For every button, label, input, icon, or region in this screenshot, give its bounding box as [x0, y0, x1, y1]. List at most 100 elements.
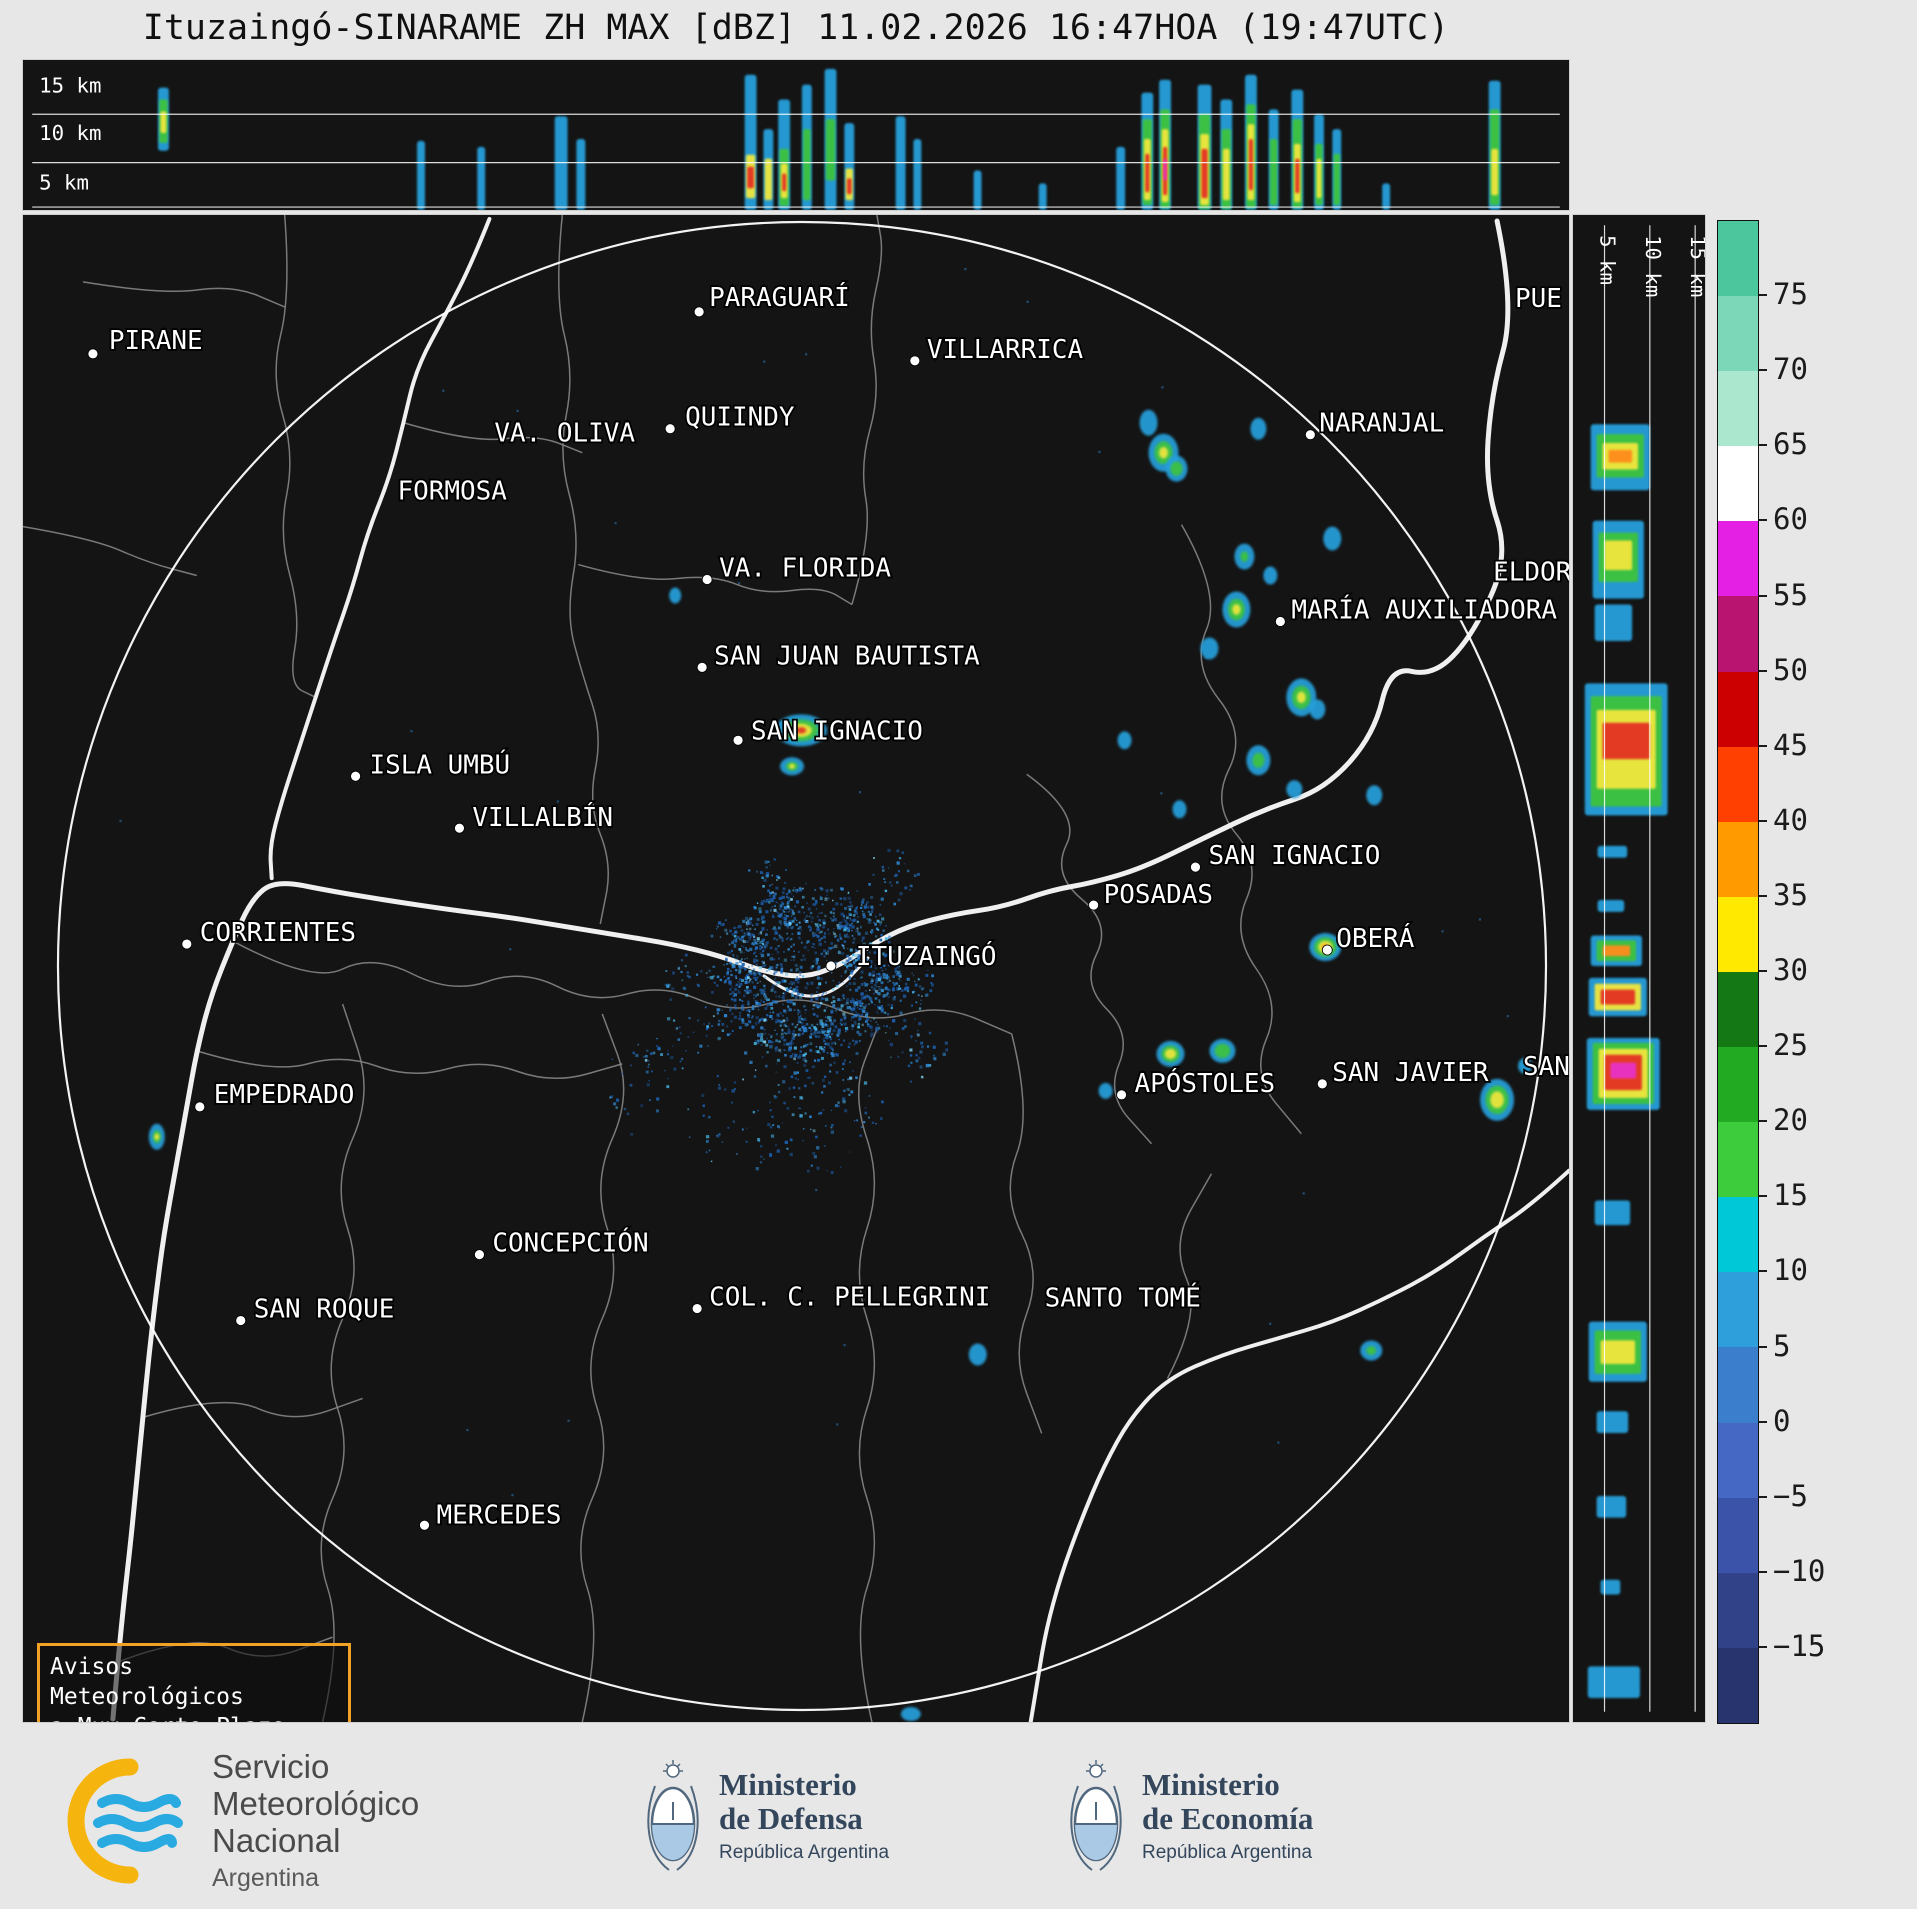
city-label: SAN IGNACIO [732, 715, 925, 748]
colorbar-segment [1718, 821, 1758, 897]
city-name: COL. C. PELLEGRINI [709, 1283, 990, 1313]
argentina-coat-of-arms-icon [1070, 1760, 1122, 1871]
ministry-defensa-block: Ministerio de Defensa República Argentin… [645, 1758, 889, 1874]
colorbar-tick [1759, 1495, 1767, 1498]
city-dot [1088, 899, 1099, 911]
colorbar-segment [1718, 1272, 1758, 1348]
city-dot [235, 1315, 247, 1326]
city-name: CONCEPCIÓN [492, 1227, 648, 1259]
height-axis-label: 5 km [1596, 235, 1620, 285]
city-dot [87, 348, 99, 360]
city-name: VILLARRICA [927, 335, 1084, 365]
colorbar-tick-label: 65 [1773, 427, 1808, 462]
city-name: SAN [1523, 1052, 1569, 1082]
height-axis-label: 5 km [39, 170, 89, 194]
colorbar-tick-label: −5 [1773, 1478, 1808, 1513]
city-label: OBERÁ [1321, 920, 1417, 956]
city-name: QUIINDY [685, 403, 795, 433]
city-label: SAN JUAN BAUTISTA [696, 640, 982, 673]
city-label: FORMOSA [396, 475, 509, 508]
city-dot [350, 770, 361, 782]
colorbar-segment [1718, 371, 1758, 447]
colorbar-tick [1759, 594, 1767, 597]
smn-name-line3: Nacional [212, 1822, 341, 1859]
city-label: SANTO TOMÉ [1043, 1280, 1203, 1315]
colorbar-tick-label: 15 [1773, 1178, 1808, 1213]
city-label: COL. C. PELLEGRINI [691, 1281, 992, 1314]
colorbar-segment [1718, 1347, 1758, 1423]
colorbar-tick [1759, 669, 1767, 672]
city-label: VA. FLORIDA [701, 552, 893, 585]
economia-line2: de Economía [1142, 1801, 1314, 1836]
colorbar-tick [1759, 1570, 1767, 1573]
radar-range-circle [56, 220, 1548, 1712]
city-dot [691, 1303, 703, 1314]
city-dot [454, 822, 465, 834]
colorbar-tick-label: 30 [1773, 953, 1808, 987]
city-label: VILLALBÍN [454, 799, 615, 835]
city-name: POSADAS [1104, 880, 1213, 910]
height-axis-label: 15 km [1686, 235, 1705, 297]
warning-box: Avisos Meteorológicos a Muy Corto Plazo [37, 1643, 351, 1722]
colorbar-tick-label: 0 [1773, 1403, 1791, 1438]
colorbar-tick [1759, 970, 1767, 972]
colorbar-gradient [1717, 220, 1759, 1724]
city-labels: PIRANE PARAGUARÍ VILLARRICA VA. OLIVA QUIIND… [87, 279, 1569, 1532]
top-cross-section-panel: 15 km 10 km 5 km [22, 59, 1570, 211]
city-label: ITUZAINGÓ [825, 938, 998, 974]
colorbar-segment [1718, 446, 1758, 522]
city-dot [1116, 1089, 1127, 1101]
colorbar-tick-label: 35 [1773, 877, 1808, 912]
ministry-economia-block: Ministerio de Economía República Argenti… [1068, 1758, 1313, 1874]
city-dot [693, 306, 705, 318]
smn-logo-icon [67, 1758, 183, 1883]
colorbar-tick [1759, 744, 1767, 747]
city-label: POSADAS [1088, 878, 1215, 912]
city-name: SAN JAVIER [1332, 1058, 1489, 1088]
storm-cells [148, 409, 1533, 1722]
city-dot [696, 662, 708, 673]
colorbar-tick [1759, 1345, 1767, 1348]
city-label: SAN ROQUE [235, 1293, 396, 1326]
colorbar-tick-label: 10 [1773, 1253, 1808, 1288]
height-axis-label: 15 km [39, 74, 101, 98]
city-label: VILLARRICA [909, 333, 1085, 367]
city-dot [1321, 944, 1333, 956]
rivers [110, 216, 1569, 1722]
city-name: NARANJAL [1319, 409, 1444, 439]
city-label: SAN JAVIER [1316, 1056, 1491, 1090]
colorbar-segment [1718, 1647, 1758, 1723]
colorbar-tick-label: −15 [1773, 1628, 1826, 1663]
colorbar-tick [1759, 369, 1767, 372]
city-label: EMPEDRADO [194, 1078, 356, 1113]
city-name: EMPEDRADO [214, 1080, 355, 1110]
city-label: MERCEDES [419, 1499, 563, 1532]
city-label: VA. OLIVA [493, 417, 637, 450]
city-name: CORRIENTES [200, 918, 356, 948]
colorbar-tick [1759, 444, 1767, 447]
city-name: SAN IGNACIO [1208, 841, 1380, 871]
colorbar-segment [1718, 221, 1758, 297]
footer: Servicio Meteorológico Nacional Argentin… [0, 1740, 1917, 1909]
colorbar-segment [1718, 596, 1758, 672]
city-name: OBERÁ [1336, 922, 1415, 954]
city-label: PIRANE [87, 324, 204, 360]
warning-line-2: a Muy Corto Plazo [50, 1712, 338, 1722]
economia-line1: Ministerio [1142, 1767, 1280, 1802]
city-label: QUIINDY [664, 401, 797, 434]
top-panel-echoes [158, 68, 1501, 210]
city-name: APÓSTOLES [1135, 1067, 1276, 1099]
radar-map-plot: PIRANE PARAGUARÍ VILLARRICA VA. OLIVA QUIIND… [23, 215, 1569, 1722]
colorbar-segment [1718, 1122, 1758, 1198]
colorbar-tick [1759, 1270, 1767, 1273]
city-dot [909, 355, 921, 367]
colorbar-segment [1718, 521, 1758, 597]
city-dot [701, 574, 713, 585]
smn-country: Argentina [212, 1864, 320, 1892]
colorbar-segment [1718, 896, 1758, 972]
city-name: VA. OLIVA [494, 419, 635, 449]
colorbar-segment [1718, 971, 1758, 1048]
colorbar-segment [1718, 1422, 1758, 1498]
city-name: FORMOSA [398, 477, 508, 507]
colorbar-segment [1718, 746, 1758, 822]
